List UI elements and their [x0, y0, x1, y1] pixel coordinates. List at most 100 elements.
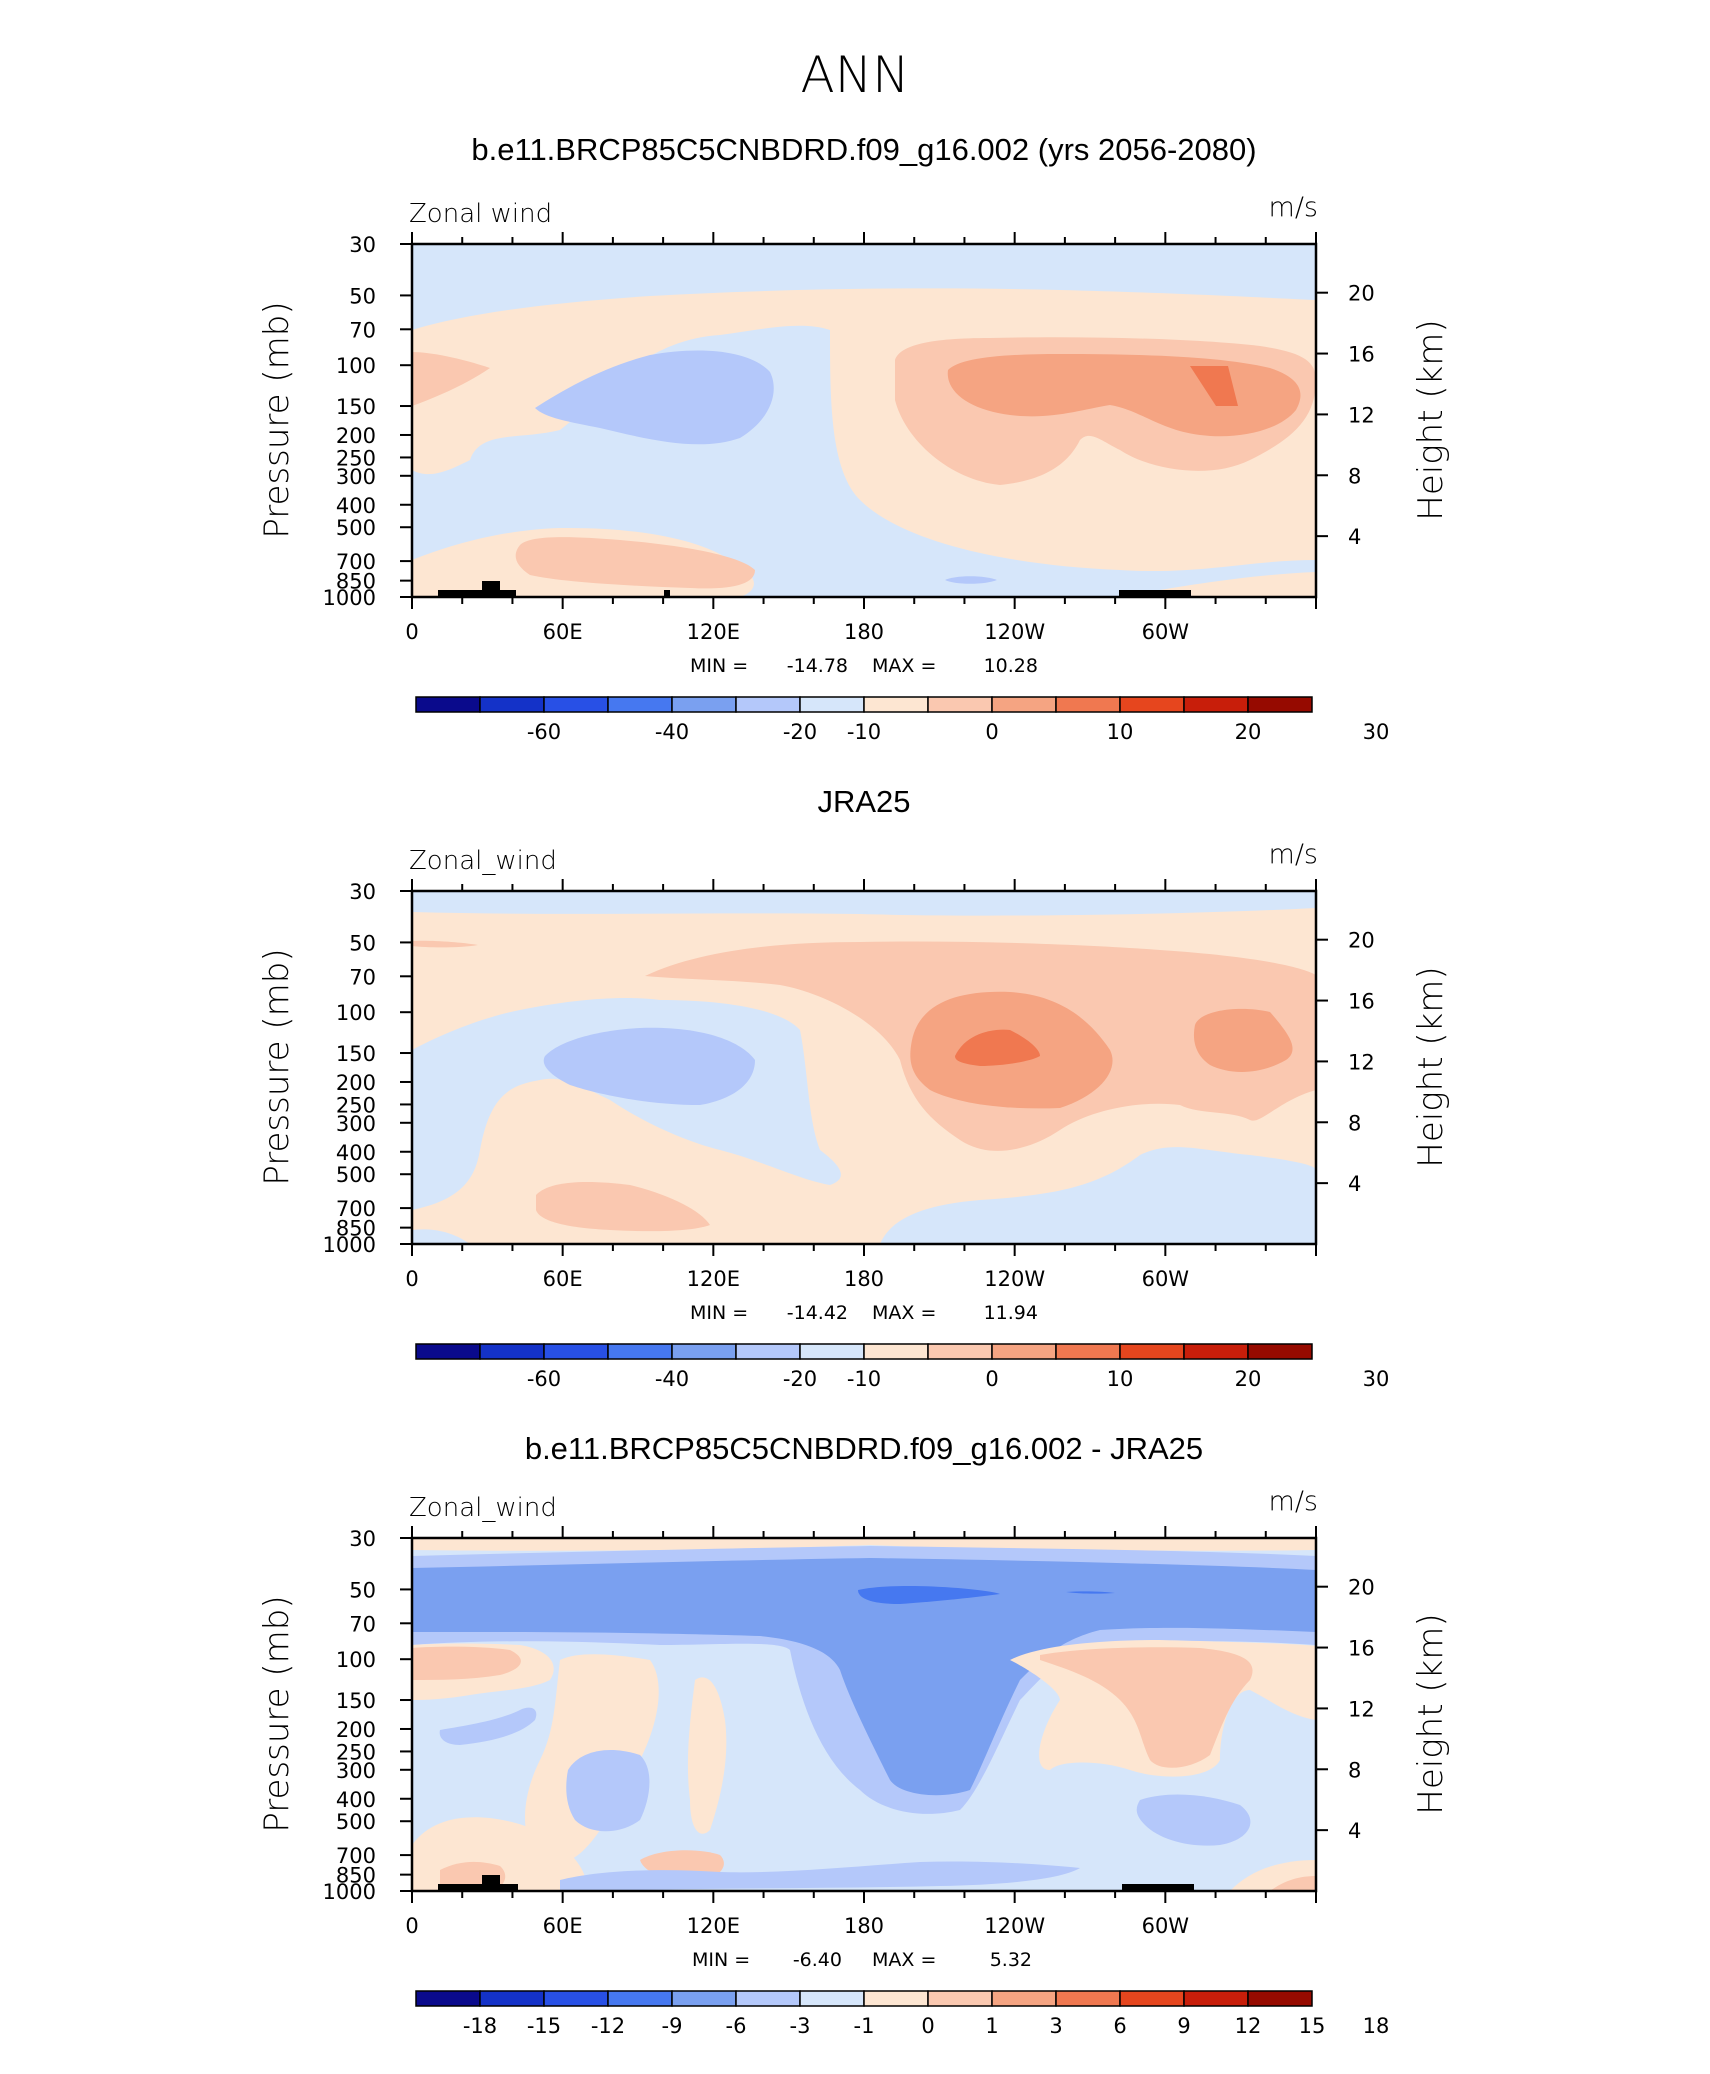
- right-tick-label: 16: [1348, 1637, 1375, 1661]
- panel-3-min-value: -6.40: [793, 1949, 842, 1971]
- colorbar-label: -10: [847, 1367, 881, 1391]
- y-tick-label: 50: [349, 284, 376, 308]
- colorbar-swatch: [927, 1990, 993, 2007]
- panel-2-jet-east-10: [1193, 1008, 1293, 1072]
- panel-2-max-value: 11.94: [984, 1302, 1038, 1324]
- panel-1-x-axis: 0 60E 120E 180 120W 60W: [405, 620, 1189, 644]
- colorbar-swatch: [415, 696, 481, 713]
- page-title: ANN: [800, 46, 909, 104]
- x-tick-label: 120W: [984, 620, 1045, 644]
- panel-3-top-strip-pos: [412, 1538, 1316, 1551]
- colorbar-label: 30: [1363, 1367, 1390, 1391]
- panel-2-right-label: m/s: [1269, 839, 1318, 870]
- panel-2-title: JRA25: [817, 784, 910, 819]
- colorbar-label: 0: [985, 1367, 998, 1391]
- panel-1: b.e11.BRCP85C5CNBDRD.f09_g16.002 (yrs 20…: [257, 132, 1451, 744]
- y-tick-label: 150: [336, 1689, 376, 1713]
- colorbar-swatch: [1183, 1990, 1249, 2007]
- y-tick-label: 70: [349, 965, 376, 989]
- y-tick-label: 1000: [323, 1233, 376, 1257]
- right-tick-label: 20: [1348, 1576, 1375, 1600]
- x-tick-label: 120E: [687, 620, 740, 644]
- panel-3-neg-east-lower: [1136, 1794, 1251, 1846]
- colorbar-label: 18: [1363, 2014, 1390, 2038]
- y-tick-label: 70: [349, 318, 376, 342]
- panel-3-ylabel: Pressure (mb): [257, 1595, 297, 1832]
- y-tick-label: 150: [336, 395, 376, 419]
- panel-1-ylabel: Pressure (mb): [257, 301, 297, 538]
- panel-1-max-label: MAX =: [872, 655, 936, 677]
- panel-1-right-label: m/s: [1269, 192, 1318, 223]
- panel-2-neg-top: [412, 891, 1316, 916]
- y-tick-label: 850: [336, 1864, 376, 1888]
- colorbar-swatch: [991, 696, 1057, 713]
- panel-3-pos-west-3: [412, 1646, 521, 1680]
- panel-1-ticks: [411, 232, 1317, 609]
- right-tick-label: 8: [1348, 464, 1361, 488]
- colorbar-label: -40: [655, 1367, 689, 1391]
- panel-1-min-value: -14.78: [787, 655, 848, 677]
- colorbar-swatch: [543, 1343, 609, 1360]
- panel-2-lower-5: [536, 1182, 710, 1232]
- x-tick-label: 60W: [1142, 1267, 1190, 1291]
- y-tick-label: 100: [336, 354, 376, 378]
- colorbar-swatch: [927, 1343, 993, 1360]
- right-tick-label: 16: [1348, 990, 1375, 1014]
- panel-3-left-label: Zonal_wind: [409, 1493, 557, 1523]
- y-tick-label: 150: [336, 1042, 376, 1066]
- panel-3-topography: [438, 1875, 1194, 1891]
- colorbar-swatch: [799, 1990, 865, 2007]
- panel-3-neg-left-tendril: [439, 1707, 537, 1745]
- y-tick-label: 250: [336, 446, 376, 470]
- panel-1-ylabel-right: Height (km): [1411, 319, 1451, 520]
- panel-3-neg-9-small: [1066, 1591, 1115, 1594]
- colorbar-swatch: [1119, 1343, 1185, 1360]
- colorbar-swatch: [1119, 1990, 1185, 2007]
- colorbar-swatch: [671, 1343, 737, 1360]
- panel-1-lower-5: [515, 537, 755, 589]
- panel-2: JRA25 Zonal_wind m/s 3050701001502002503…: [257, 784, 1451, 1391]
- panel-3-contour-field: [412, 1538, 1316, 1891]
- colorbar-label: -20: [783, 720, 817, 744]
- colorbar-label: 10: [1107, 1367, 1134, 1391]
- colorbar-label: 20: [1235, 720, 1262, 744]
- y-tick-label: 300: [336, 1759, 376, 1783]
- colorbar-label: -15: [527, 2014, 561, 2038]
- panel-3-max-value: 5.32: [990, 1949, 1032, 1971]
- y-tick-label: 70: [349, 1612, 376, 1636]
- x-tick-label: 180: [844, 1267, 884, 1291]
- panel-2-right-axis: 20 16 12 8 4: [1316, 929, 1375, 1196]
- right-tick-label: 4: [1348, 525, 1361, 549]
- colorbar-swatch: [1119, 696, 1185, 713]
- panel-1-colorbar: -60 -40 -20 -10 0 10 20 30: [415, 696, 1389, 744]
- right-tick-label: 20: [1348, 929, 1375, 953]
- panel-2-ylabel-right: Height (km): [1411, 966, 1451, 1167]
- x-tick-label: 60E: [543, 1914, 583, 1938]
- colorbar-label: -9: [662, 2014, 683, 2038]
- y-tick-label: 1000: [323, 1880, 376, 1904]
- panel-2-left-label: Zonal_wind: [409, 846, 557, 876]
- colorbar-swatch: [415, 1343, 481, 1360]
- panel-3-colorbar: -18 -15 -12 -9 -6 -3 -1 0 1 3 6 9 12 15 18: [415, 1990, 1390, 2038]
- colorbar-swatch: [735, 1343, 801, 1360]
- x-tick-label: 120W: [984, 1267, 1045, 1291]
- colorbar-swatch: [607, 696, 673, 713]
- panel-2-min-label: MIN =: [690, 1302, 748, 1324]
- colorbar-label: 12: [1235, 2014, 1262, 2038]
- colorbar-swatch: [863, 1343, 929, 1360]
- colorbar-swatch: [735, 1990, 801, 2007]
- panel-1-left-label: Zonal wind: [409, 199, 552, 229]
- y-tick-label: 100: [336, 1001, 376, 1025]
- y-tick-label: 1000: [323, 586, 376, 610]
- y-tick-label: 250: [336, 1740, 376, 1764]
- panel-1-neg-small: [945, 576, 997, 584]
- x-tick-label: 120E: [687, 1914, 740, 1938]
- colorbar-label: 9: [1177, 2014, 1190, 2038]
- colorbar-swatch: [671, 1990, 737, 2007]
- panel-2-colorbar: -60 -40 -20 -10 0 10 20 30: [415, 1343, 1390, 1391]
- colorbar-label: 0: [985, 720, 998, 744]
- x-tick-label: 60W: [1142, 1914, 1190, 1938]
- colorbar-swatch: [927, 696, 993, 713]
- right-tick-label: 4: [1348, 1819, 1361, 1843]
